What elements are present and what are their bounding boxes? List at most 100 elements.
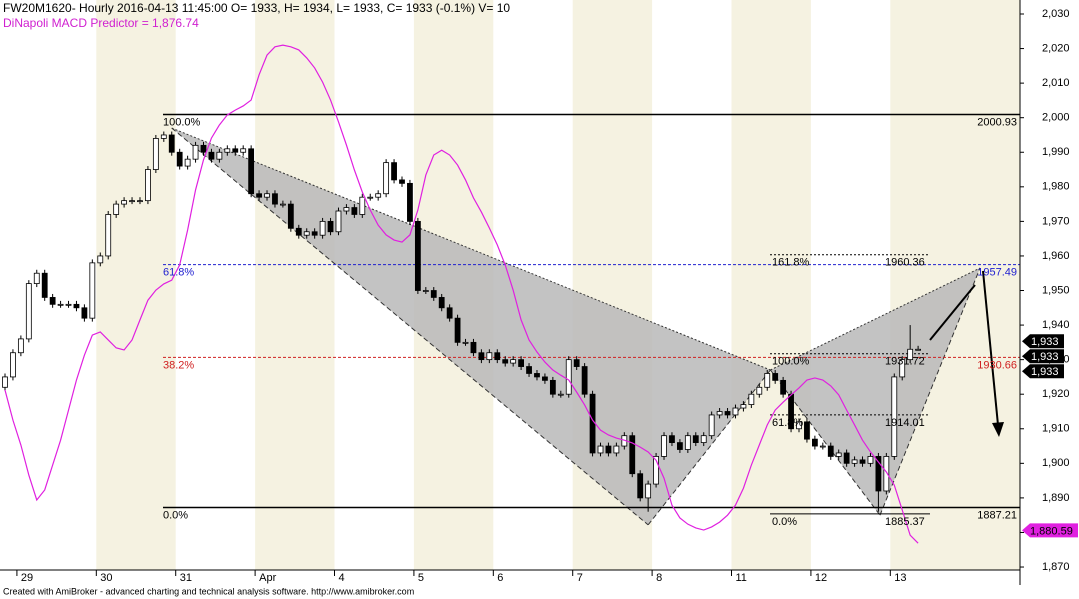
candle-body bbox=[295, 227, 302, 236]
candle-body bbox=[565, 359, 572, 395]
fib-price: 1960.36 bbox=[885, 257, 925, 269]
x-tick-label: 12 bbox=[815, 572, 827, 584]
candle-body bbox=[534, 373, 540, 378]
candle-body bbox=[414, 220, 421, 291]
candle-body bbox=[160, 134, 167, 139]
fib-percent: 0.0% bbox=[163, 509, 188, 521]
y-tick-label: 1,990 bbox=[1042, 146, 1070, 158]
pattern-triangle bbox=[770, 268, 981, 516]
x-tick-label: 7 bbox=[577, 572, 583, 584]
candle-body bbox=[430, 290, 437, 298]
y-tick-label: 1,980 bbox=[1042, 181, 1070, 193]
candle-body bbox=[653, 456, 659, 485]
candle-body bbox=[168, 134, 175, 153]
last-value-box bbox=[1022, 334, 1064, 349]
macd-value-label: 1,880.59 bbox=[1030, 525, 1073, 537]
y-tick-label: 1,970 bbox=[1042, 215, 1070, 227]
candle-body bbox=[613, 445, 620, 454]
candle-body bbox=[661, 435, 667, 457]
macd-value-box bbox=[1022, 523, 1078, 538]
last-value-label: 1,933 bbox=[1031, 336, 1059, 348]
candle-body bbox=[17, 338, 24, 354]
fib-price: 2000.93 bbox=[977, 116, 1017, 128]
candle-body bbox=[851, 459, 858, 464]
pattern-edge bbox=[879, 267, 981, 516]
candle-body bbox=[486, 352, 493, 361]
day-band bbox=[255, 0, 335, 570]
candle-body bbox=[335, 210, 342, 233]
candle-body bbox=[367, 196, 374, 199]
candle-body bbox=[279, 203, 286, 206]
candle-body bbox=[351, 207, 358, 215]
arrow-head bbox=[992, 422, 1004, 437]
fib-percent: 161.8% bbox=[772, 257, 810, 269]
candle-body bbox=[573, 359, 580, 367]
candle-body bbox=[526, 366, 532, 374]
candle-body bbox=[843, 452, 850, 464]
candle-body bbox=[113, 203, 120, 215]
candle-body bbox=[152, 138, 159, 170]
candle-body bbox=[319, 220, 326, 236]
candle-body bbox=[343, 207, 350, 212]
last-value-label: 1,933 bbox=[1031, 366, 1059, 378]
candle-body bbox=[677, 442, 683, 450]
candle-body bbox=[772, 373, 779, 381]
candle-body bbox=[796, 421, 802, 430]
candle-body bbox=[597, 445, 604, 454]
candle-body bbox=[518, 359, 524, 367]
candle-body bbox=[2, 376, 8, 388]
candle-body bbox=[502, 359, 509, 364]
last-value-box bbox=[1022, 349, 1064, 364]
candle-body bbox=[399, 179, 405, 184]
y-tick-label: 1,960 bbox=[1042, 250, 1070, 262]
arrow bbox=[929, 284, 976, 341]
y-tick-label: 1,950 bbox=[1042, 284, 1070, 296]
candle-body bbox=[891, 376, 898, 457]
candle-body bbox=[780, 379, 787, 395]
last-value-label: 1,933 bbox=[1031, 351, 1059, 363]
candle-body bbox=[748, 393, 755, 405]
fib-percent: 38.2% bbox=[163, 359, 194, 371]
y-tick-label: 1,940 bbox=[1042, 319, 1070, 331]
candle-body bbox=[740, 404, 747, 409]
candle-body bbox=[446, 307, 453, 319]
y-tick-label: 2,000 bbox=[1042, 112, 1070, 124]
candle-body bbox=[819, 445, 826, 448]
candle-body bbox=[589, 393, 596, 454]
candle-body bbox=[804, 421, 810, 440]
candle-body bbox=[637, 473, 644, 499]
candle-body bbox=[875, 456, 882, 492]
candle-body bbox=[407, 182, 413, 222]
candle-body bbox=[549, 379, 556, 395]
candle-body bbox=[835, 452, 842, 457]
y-tick-label: 1,920 bbox=[1042, 388, 1070, 400]
candle-body bbox=[264, 193, 270, 198]
candle-body bbox=[184, 158, 191, 167]
candle-body bbox=[33, 272, 40, 284]
fib-price: 1930.66 bbox=[977, 359, 1017, 371]
candle-body bbox=[208, 151, 215, 160]
candle-body bbox=[669, 435, 675, 443]
candle-body bbox=[494, 352, 501, 361]
candle-body bbox=[25, 283, 32, 340]
candle-body bbox=[899, 359, 906, 378]
candle-body bbox=[732, 407, 739, 416]
pattern-edge bbox=[770, 267, 981, 371]
candle-body bbox=[478, 352, 485, 361]
arrow bbox=[982, 270, 999, 426]
fib-percent: 100.0% bbox=[772, 356, 810, 368]
candle-body bbox=[176, 151, 183, 167]
candle-body bbox=[97, 255, 104, 264]
candle-body bbox=[41, 272, 48, 298]
candle-body bbox=[470, 341, 477, 354]
candle-body bbox=[708, 414, 715, 437]
candle-body bbox=[422, 290, 429, 292]
candle-body bbox=[756, 386, 763, 395]
candle-body bbox=[10, 352, 16, 378]
candle-body bbox=[629, 435, 636, 475]
candle-body bbox=[438, 297, 445, 309]
candle-body bbox=[391, 162, 397, 181]
candle-body bbox=[915, 348, 921, 351]
chart-subtitle: DiNapoli MACD Predictor = 1,876.74 bbox=[3, 16, 199, 30]
candle-body bbox=[49, 297, 56, 305]
